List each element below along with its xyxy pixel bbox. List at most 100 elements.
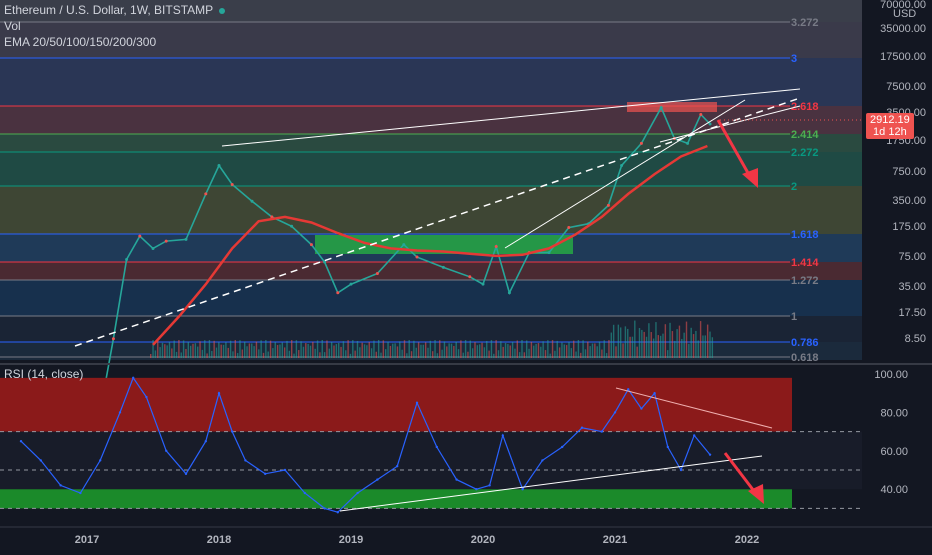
volume-bar — [617, 324, 620, 358]
volume-bar — [361, 342, 363, 358]
volume-bar — [150, 354, 152, 358]
volume-bar — [584, 349, 587, 358]
volume-bar — [380, 352, 382, 358]
rsi-legend[interactable]: RSI (14, close) — [4, 367, 83, 381]
ema-label[interactable]: EMA 20/50/100/150/200/300 — [4, 35, 157, 49]
volume-bar — [638, 328, 641, 358]
volume-bar — [645, 336, 648, 358]
volume-bar — [436, 353, 439, 358]
volume-bar — [175, 351, 178, 358]
fib-band-2 — [0, 58, 862, 106]
last-price-value: 2912.19 — [870, 114, 910, 126]
volume-bar — [455, 341, 457, 358]
volume-bar — [424, 342, 427, 358]
rsi-point — [118, 411, 122, 414]
volume-bar — [598, 341, 601, 358]
volume-bar — [549, 353, 551, 358]
rsi-point — [19, 440, 23, 443]
volume-bar — [443, 341, 446, 358]
volume-bar — [497, 350, 500, 358]
price-tick-label: 7500.00 — [886, 81, 926, 93]
rsi-point — [600, 430, 603, 433]
volume-bar — [366, 345, 368, 358]
price-point — [708, 122, 712, 126]
volume-bar — [262, 352, 265, 358]
volume-label[interactable]: Vol — [4, 19, 21, 33]
volume-bar — [488, 350, 490, 358]
volume-bar — [321, 340, 323, 358]
volume-bar — [342, 341, 345, 358]
price-point — [620, 164, 624, 168]
price-point — [204, 192, 208, 196]
volume-bar — [373, 340, 375, 358]
rsi-label[interactable]: RSI (14, close) — [4, 367, 84, 381]
rsi-point — [653, 392, 656, 395]
volume-bar — [347, 340, 349, 358]
volume-bar — [258, 349, 260, 358]
volume-bar — [570, 348, 573, 358]
bearish-arrow — [716, 119, 754, 181]
bar-countdown: 1d 12h — [873, 126, 907, 138]
volume-bar — [227, 347, 229, 358]
rsi-point — [613, 411, 617, 414]
volume-bar — [307, 343, 309, 358]
volume-bar — [328, 348, 330, 358]
volume-bar — [314, 348, 316, 358]
volume-bar — [239, 340, 241, 358]
price-point — [468, 275, 472, 279]
volume-bar — [669, 322, 671, 358]
volume-bar — [469, 340, 471, 358]
volume-bar — [457, 349, 460, 358]
rsi-point — [666, 445, 669, 449]
symbol-legend[interactable]: Ethereum / U.S. Dollar, 1W, BITSTAMP — [4, 3, 226, 17]
price-point — [686, 141, 690, 145]
fib-label-2.414: 2.414 — [791, 129, 819, 141]
volume-bar — [220, 344, 222, 358]
rsi-point — [165, 449, 168, 452]
volume-legend[interactable]: Vol — [4, 19, 21, 33]
volume-bar — [676, 329, 678, 358]
volume-bar — [674, 340, 676, 358]
price-point — [494, 245, 498, 249]
price-point — [151, 246, 155, 250]
volume-bar — [594, 343, 596, 358]
volume-bar — [563, 344, 565, 358]
rsi-support-trendline — [339, 455, 763, 512]
volume-bar — [330, 341, 333, 358]
volume-bar — [408, 340, 410, 358]
volume-bar — [368, 342, 370, 358]
volume-bar — [194, 343, 197, 358]
volume-bar — [410, 351, 413, 358]
rsi-point — [39, 459, 42, 462]
volume-bar — [234, 340, 236, 358]
volume-bar — [389, 345, 392, 358]
volume-bar — [507, 344, 509, 358]
symbol-title[interactable]: Ethereum / U.S. Dollar, 1W, BITSTAMP — [4, 3, 214, 17]
volume-bar — [251, 343, 253, 358]
rsi-point — [303, 491, 306, 495]
ema-legend[interactable]: EMA 20/50/100/150/200/300 — [4, 35, 156, 49]
volume-bar — [356, 340, 359, 358]
rsi-mid-zone — [0, 431, 862, 490]
price-point — [567, 226, 571, 230]
volume-bar — [157, 341, 159, 358]
volume-bar — [164, 344, 166, 358]
volume-bar — [422, 344, 424, 358]
volume-bar — [650, 332, 652, 358]
volume-bar — [281, 342, 283, 358]
price-point — [323, 260, 327, 264]
volume-bar — [664, 324, 667, 358]
rsi-point — [541, 459, 544, 462]
volume-bar — [293, 353, 295, 358]
price-point — [415, 255, 419, 259]
rsi-point — [693, 434, 696, 437]
rsi-point — [79, 491, 82, 495]
volume-bar — [276, 345, 279, 358]
support-zone — [315, 235, 573, 254]
volume-bar — [704, 335, 706, 358]
price-point — [138, 234, 142, 238]
volume-bar — [406, 353, 408, 358]
last-price-tag: 2912.19 1d 12h — [866, 113, 914, 139]
